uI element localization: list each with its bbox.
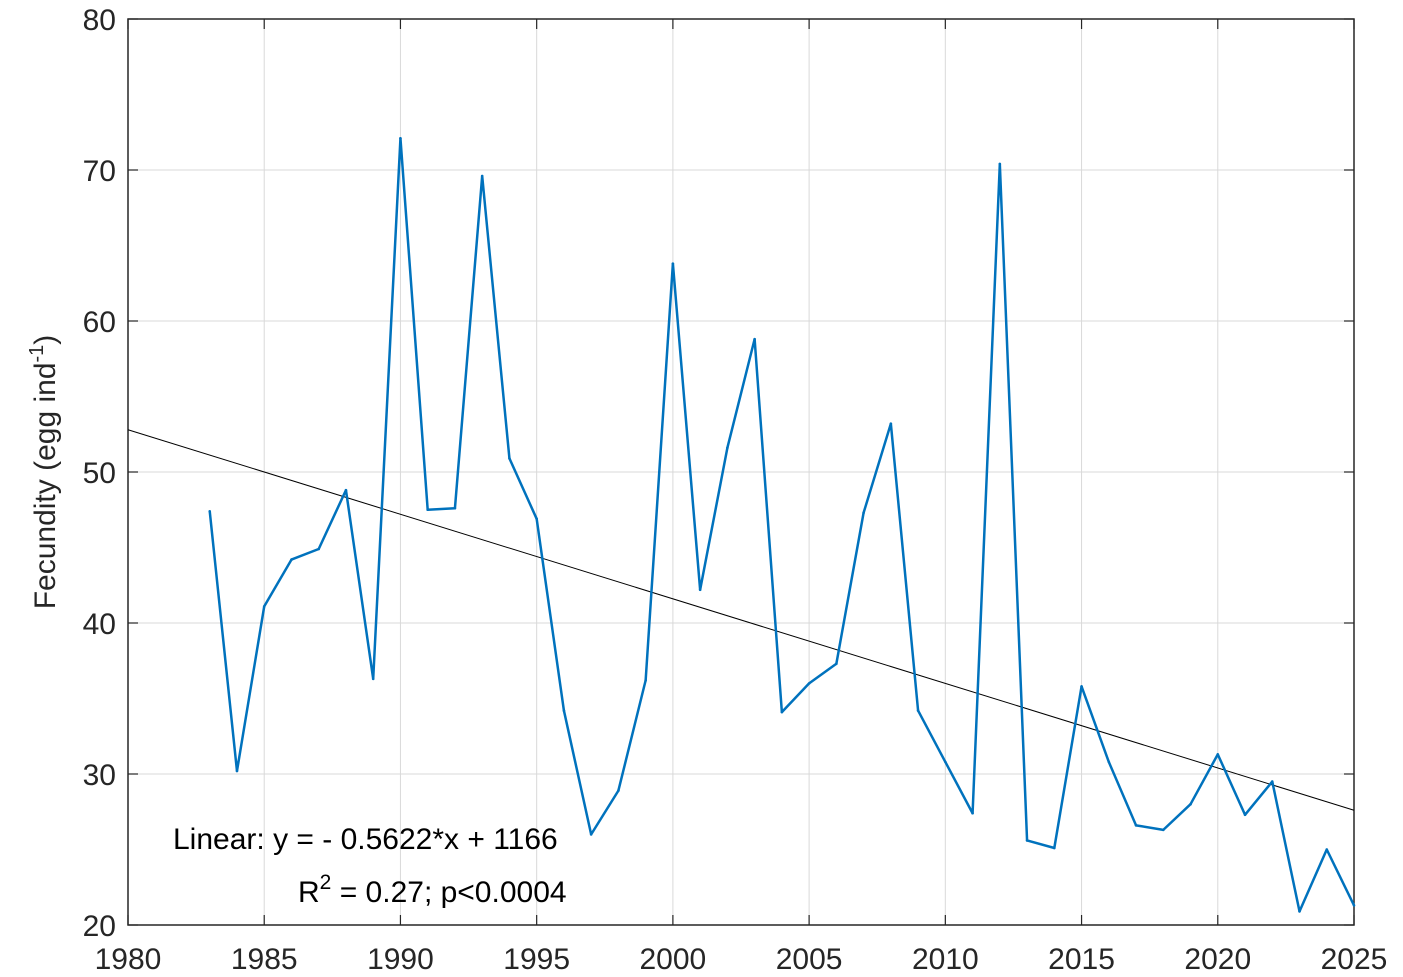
annotation-stats: R2 = 0.27; p<0.0004 (298, 871, 567, 909)
y-axis-label-superscript: -1 (26, 345, 48, 363)
y-tick-label: 70 (83, 155, 116, 188)
x-tick-label: 1985 (231, 943, 298, 976)
series-point (1053, 846, 1056, 850)
x-tick-label: 2015 (1048, 943, 1115, 976)
series-point (1161, 828, 1165, 832)
series-point (862, 511, 865, 515)
grid (127, 18, 1355, 926)
series-point (1134, 824, 1138, 827)
series-point (1270, 780, 1274, 783)
x-tick-label: 1980 (95, 943, 162, 976)
series-point (453, 506, 457, 510)
y-tick-label: 60 (83, 306, 116, 339)
series-point (589, 833, 593, 836)
annotation-r-superscript: 2 (320, 871, 332, 894)
series-point (1298, 910, 1301, 913)
y-tick-label: 30 (83, 759, 116, 792)
series-point (780, 710, 784, 714)
x-tick-label: 2010 (912, 943, 979, 976)
series-points (208, 136, 1356, 913)
series-point (1189, 802, 1192, 806)
x-tick-label: 2025 (1321, 943, 1388, 976)
x-tick-label: 1995 (503, 943, 570, 976)
series-point (998, 162, 1002, 166)
series-point (1107, 760, 1111, 764)
y-axis-label-close: ) (29, 335, 62, 345)
series-point (262, 605, 266, 608)
y-tick-labels: 20 30 40 50 60 70 80 (83, 4, 116, 943)
series-point (753, 337, 756, 341)
x-tick-labels: 1980 1985 1990 1995 2000 2005 2010 2015 2020 2025 (95, 943, 1388, 976)
series-point (726, 446, 729, 450)
series-line (208, 137, 1356, 913)
annotation-stats-rest: = 0.27; p<0.0004 (331, 876, 566, 909)
y-axis-label-main: Fecundity (egg ind (29, 362, 62, 609)
series-point (508, 457, 511, 460)
series-point (671, 262, 675, 265)
series-point (1025, 839, 1029, 842)
series-point (889, 422, 893, 425)
series-point (290, 558, 293, 561)
series-point (835, 662, 838, 666)
y-tick-label: 20 (83, 910, 116, 943)
series-point (1080, 685, 1083, 688)
series-point (535, 517, 538, 521)
series-point (235, 769, 239, 773)
series-point (644, 679, 647, 682)
x-tick-label: 2000 (640, 943, 707, 976)
series-point (916, 709, 920, 712)
series-point (1325, 848, 1329, 851)
series-point (1243, 813, 1247, 817)
y-tick-label: 50 (83, 457, 116, 490)
series-point (807, 682, 811, 685)
series-point (562, 709, 566, 712)
x-tick-label: 1990 (367, 943, 434, 976)
y-tick-label: 40 (83, 608, 116, 641)
series-point (480, 174, 484, 178)
series-point (208, 509, 212, 513)
y-tick-label: 80 (83, 4, 116, 37)
series-point (426, 508, 429, 512)
series-point (698, 588, 702, 592)
series-point (344, 488, 348, 492)
x-tick-label: 2005 (776, 943, 843, 976)
tick-marks (127, 18, 1355, 926)
series-point (1216, 753, 1220, 756)
series-point (317, 547, 321, 551)
series-point (944, 760, 947, 764)
annotation-r: R (298, 876, 320, 909)
series-point (1352, 904, 1356, 907)
series-point (971, 811, 974, 815)
annotation-equation: Linear: y = - 0.5622*x + 1166 (173, 823, 558, 856)
trend-line (127, 429, 1355, 811)
series-point (371, 677, 375, 681)
x-tick-label: 2020 (1184, 943, 1251, 976)
y-axis-label: Fecundity (egg ind-1) (26, 335, 62, 610)
series-point (617, 789, 620, 792)
series-point (399, 136, 402, 140)
